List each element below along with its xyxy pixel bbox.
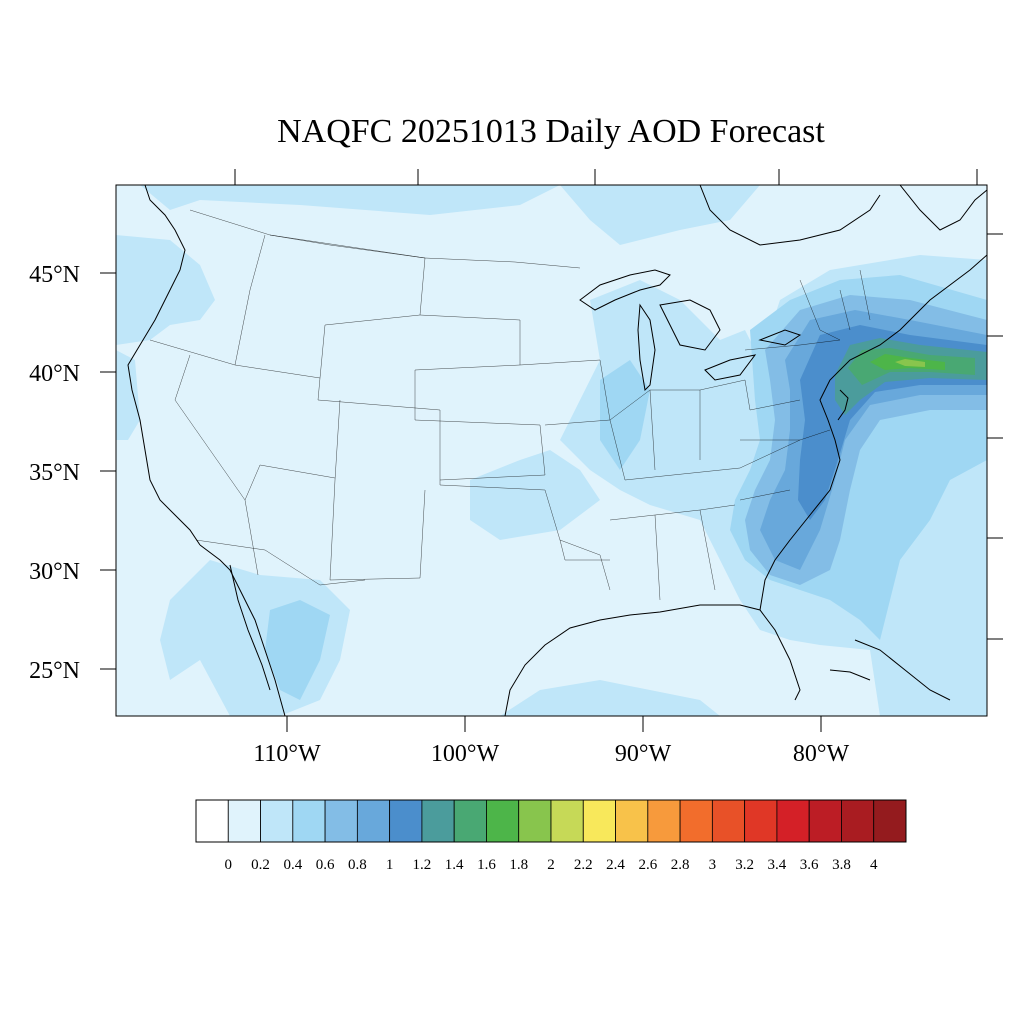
- colorbar-label: 4: [870, 857, 878, 873]
- colorbar-label: 2.4: [606, 857, 625, 873]
- lat-label-45: 45°N: [29, 262, 80, 288]
- colorbar-swatch: [647, 799, 681, 843]
- colorbar-swatch: [324, 799, 358, 843]
- lat-label-40: 40°N: [29, 361, 80, 387]
- state-borders: [149, 209, 871, 601]
- colorbar-label: 3: [709, 857, 717, 873]
- colorbar-swatch: [486, 799, 520, 843]
- colorbar-swatch: [518, 799, 552, 843]
- coastlines: [127, 185, 987, 716]
- lon-label-90: 90°W: [615, 741, 672, 767]
- great-lakes: [579, 269, 802, 392]
- colorbar-swatch: [453, 799, 487, 843]
- colorbar-swatch: [776, 799, 810, 843]
- lon-label-100: 100°W: [431, 741, 500, 767]
- colorbar-swatch: [808, 799, 842, 843]
- colorbar-swatch: [744, 799, 778, 843]
- colorbar-label: 2.8: [671, 857, 690, 873]
- colorbar-label: 0.4: [283, 857, 302, 873]
- colorbar-label: 2.2: [574, 857, 593, 873]
- colorbar-label: 3.2: [735, 857, 754, 873]
- colorbar-label: 1.2: [413, 857, 432, 873]
- colorbar: [195, 799, 907, 843]
- lon-label-80: 80°W: [793, 741, 850, 767]
- colorbar-swatch: [195, 799, 229, 843]
- map-title: NAQFC 20251013 Daily AOD Forecast: [277, 113, 825, 150]
- colorbar-label: 1.8: [509, 857, 528, 873]
- colorbar-swatch: [421, 799, 455, 843]
- colorbar-swatch: [679, 799, 713, 843]
- colorbar-labels: 0 0.2 0.4 0.6 0.8 1 1.2 1.4 1.6 1.8 2 2.2 2.4 2.6 2.8 3…: [225, 857, 878, 873]
- colorbar-label: 1.6: [477, 857, 496, 873]
- colorbar-label: 3.6: [800, 857, 819, 873]
- colorbar-label: 2.6: [638, 857, 657, 873]
- colorbar-label: 0.6: [316, 857, 335, 873]
- lon-ticks-bottom: [286, 716, 822, 732]
- colorbar-label: 3.8: [832, 857, 851, 873]
- colorbar-swatch: [582, 799, 616, 843]
- colorbar-label: 0.8: [348, 857, 367, 873]
- colorbar-swatch: [227, 799, 261, 843]
- aod-map: [116, 185, 987, 716]
- colorbar-label: 3.4: [768, 857, 787, 873]
- colorbar-label: 0: [225, 857, 233, 873]
- colorbar-swatch: [550, 799, 584, 843]
- colorbar-label: 1.4: [445, 857, 464, 873]
- colorbar-swatch: [389, 799, 423, 843]
- colorbar-label: 1: [386, 857, 394, 873]
- lat-ticks-right: [987, 233, 1003, 640]
- lat-label-30: 30°N: [29, 559, 80, 585]
- colorbar-frame: [195, 799, 907, 843]
- lat-ticks-left: [100, 272, 116, 670]
- aod-level-1.8: [895, 359, 925, 367]
- colorbar-swatch: [711, 799, 746, 843]
- lon-label-110: 110°W: [253, 741, 321, 767]
- colorbar-swatch: [841, 799, 875, 843]
- map-frame: [115, 184, 988, 717]
- colorbar-label: 2: [547, 857, 555, 873]
- lat-label-25: 25°N: [29, 658, 80, 684]
- lat-label-35: 35°N: [29, 460, 80, 486]
- lon-ticks-top: [234, 169, 978, 185]
- colorbar-swatch: [292, 799, 326, 843]
- colorbar-swatch: [615, 799, 649, 843]
- colorbar-swatch: [260, 799, 294, 843]
- colorbar-label: 0.2: [251, 857, 270, 873]
- colorbar-swatch: [356, 799, 391, 843]
- colorbar-swatch: [873, 799, 907, 843]
